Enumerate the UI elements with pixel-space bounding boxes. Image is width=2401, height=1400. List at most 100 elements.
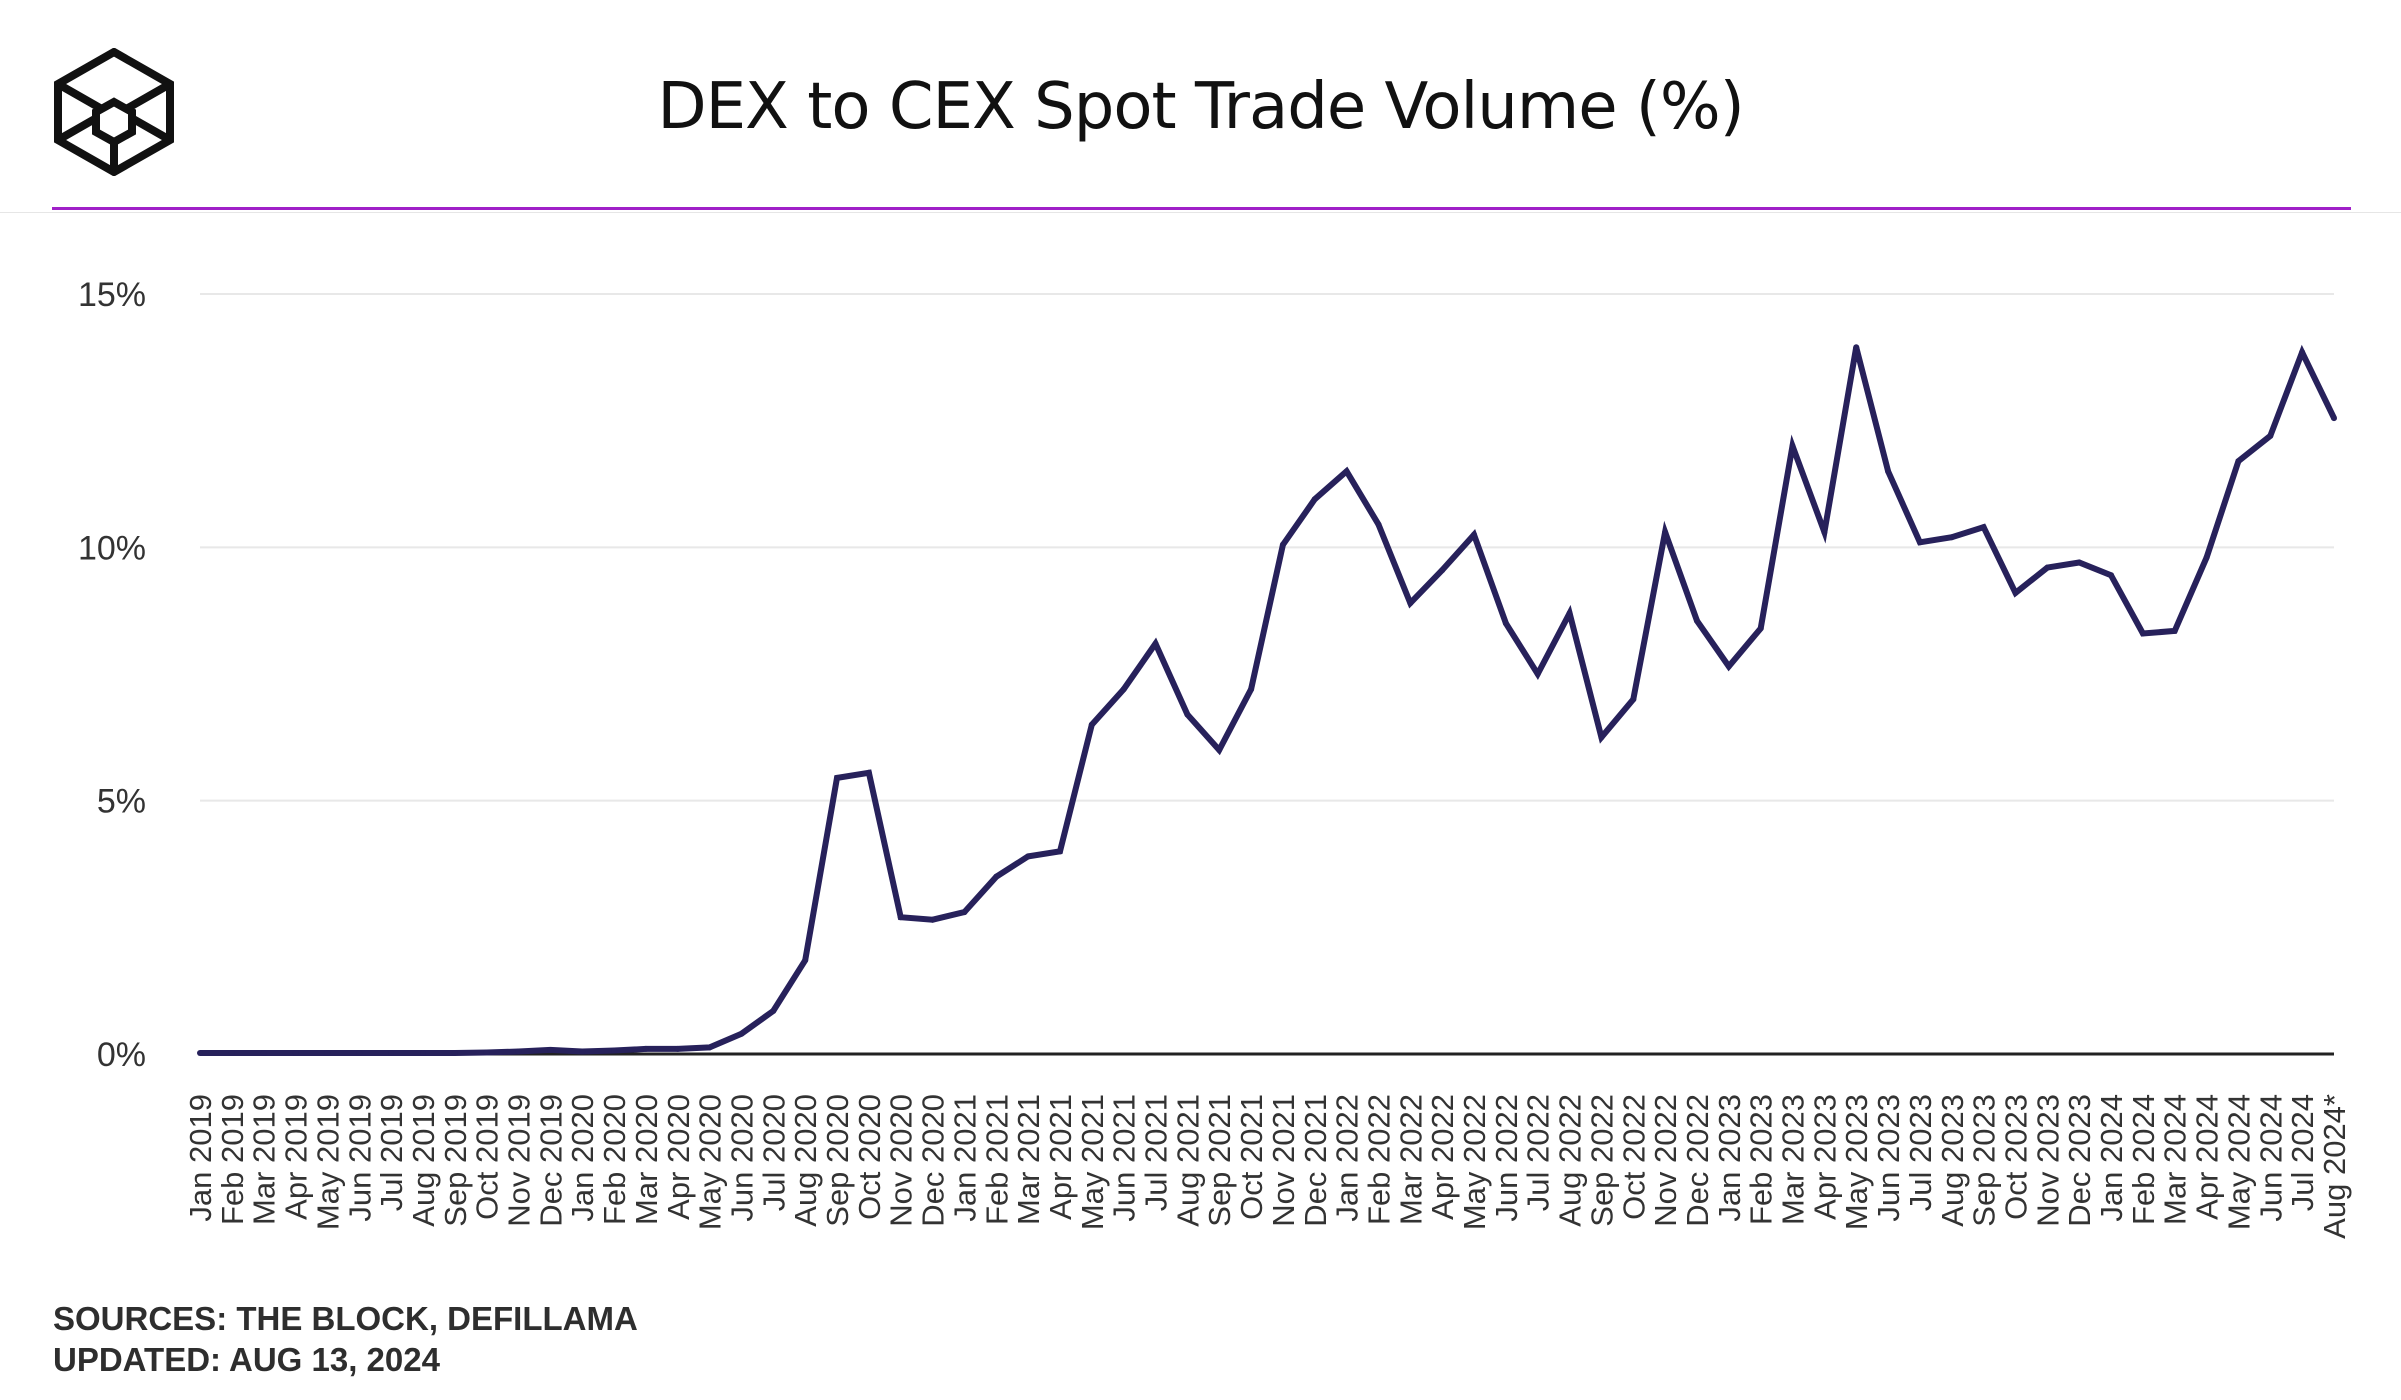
data-point bbox=[2299, 349, 2306, 356]
chart-footer: SOURCES: THE BLOCK, DEFILLAMA UPDATED: A… bbox=[53, 1298, 638, 1380]
data-point bbox=[356, 1049, 363, 1056]
data-point bbox=[515, 1048, 522, 1055]
data-point bbox=[1471, 531, 1478, 538]
x-tick-label: Oct 2019 bbox=[470, 1094, 505, 1220]
x-tick-label: Aug 2021 bbox=[1170, 1094, 1205, 1227]
data-point bbox=[674, 1045, 681, 1052]
x-tick-label: Jun 2021 bbox=[1107, 1094, 1142, 1222]
data-point bbox=[802, 957, 809, 964]
x-tick-label: Aug 2019 bbox=[406, 1094, 441, 1227]
data-point bbox=[1375, 521, 1382, 528]
x-tick-label: Jul 2022 bbox=[1521, 1094, 1556, 1211]
data-point bbox=[388, 1049, 395, 1056]
data-point bbox=[1279, 541, 1286, 548]
x-tick-label: Mar 2020 bbox=[629, 1094, 664, 1225]
data-point bbox=[1248, 686, 1255, 693]
data-point bbox=[260, 1049, 267, 1056]
data-point bbox=[1693, 617, 1700, 624]
data-point bbox=[1757, 625, 1764, 632]
x-tick-label: May 2019 bbox=[310, 1094, 345, 1230]
data-point bbox=[897, 914, 904, 921]
x-tick-label: Mar 2024 bbox=[2158, 1094, 2193, 1225]
data-point bbox=[197, 1049, 203, 1056]
x-tick-label: Mar 2022 bbox=[1393, 1094, 1428, 1225]
x-tick-label: Nov 2023 bbox=[2030, 1094, 2065, 1227]
data-point bbox=[1916, 539, 1923, 546]
x-tick-label: Apr 2022 bbox=[1425, 1094, 1460, 1220]
x-tick-label: Feb 2020 bbox=[597, 1094, 632, 1225]
data-point bbox=[1598, 734, 1605, 741]
x-tick-label: Sep 2020 bbox=[820, 1094, 855, 1227]
x-tick-label: Dec 2022 bbox=[1680, 1094, 1715, 1227]
data-point bbox=[770, 1007, 777, 1014]
x-tick-label: Jul 2021 bbox=[1139, 1094, 1174, 1211]
data-point bbox=[1407, 600, 1414, 607]
data-point bbox=[2267, 432, 2274, 439]
x-tick-label: Apr 2023 bbox=[1807, 1094, 1842, 1220]
x-tick-label: Aug 2024* bbox=[2317, 1094, 2352, 1239]
x-tick-label: Jul 2024 bbox=[2285, 1094, 2320, 1211]
data-point bbox=[2012, 589, 2019, 596]
data-point bbox=[1630, 696, 1637, 703]
x-tick-label: Apr 2019 bbox=[279, 1094, 314, 1220]
x-tick-label: Mar 2021 bbox=[1011, 1094, 1046, 1225]
data-point bbox=[324, 1049, 331, 1056]
data-point bbox=[929, 916, 936, 923]
gridlines bbox=[200, 293, 2334, 802]
x-tick-label: Mar 2023 bbox=[1776, 1094, 1811, 1225]
data-point bbox=[1343, 468, 1350, 475]
chart-title: DEX to CEX Spot Trade Volume (%) bbox=[657, 70, 1744, 144]
updated-text: UPDATED: AUG 13, 2024 bbox=[53, 1341, 440, 1378]
x-tick-label: Jun 2020 bbox=[725, 1094, 760, 1222]
x-tick-label: Sep 2019 bbox=[438, 1094, 473, 1227]
sources-text: SOURCES: THE BLOCK, DEFILLAMA bbox=[53, 1300, 638, 1337]
x-tick-label: Feb 2019 bbox=[215, 1094, 250, 1225]
x-tick-label: Sep 2022 bbox=[1584, 1094, 1619, 1227]
data-point bbox=[1853, 344, 1860, 351]
x-tick-label: Jan 2023 bbox=[1712, 1094, 1747, 1222]
x-tick-label: Nov 2021 bbox=[1266, 1094, 1301, 1227]
x-tick-label: Feb 2023 bbox=[1744, 1094, 1779, 1225]
data-point bbox=[1025, 853, 1032, 860]
x-tick-label: Oct 2023 bbox=[1999, 1094, 2034, 1220]
the-block-cube-logo-icon bbox=[54, 48, 174, 176]
data-point bbox=[642, 1045, 649, 1052]
data-point bbox=[579, 1048, 586, 1055]
y-tick-label: 15% bbox=[78, 276, 146, 314]
data-point bbox=[451, 1049, 458, 1056]
x-tick-label: Nov 2022 bbox=[1648, 1094, 1683, 1227]
data-point bbox=[1980, 524, 1987, 531]
x-tick-label: Apr 2024 bbox=[2190, 1094, 2225, 1220]
x-tick-label: Jul 2023 bbox=[1903, 1094, 1938, 1211]
x-tick-label: Nov 2019 bbox=[502, 1094, 537, 1227]
data-point bbox=[1821, 529, 1828, 536]
x-tick-label: Dec 2023 bbox=[2062, 1094, 2097, 1227]
data-point bbox=[834, 774, 841, 781]
data-point bbox=[2171, 627, 2178, 634]
data-point bbox=[611, 1047, 618, 1054]
x-tick-label: May 2023 bbox=[1839, 1094, 1874, 1230]
y-tick-label: 10% bbox=[78, 529, 146, 567]
data-point bbox=[1948, 534, 1955, 541]
x-tick-label: Mar 2019 bbox=[247, 1094, 282, 1225]
x-tick-label: Jul 2020 bbox=[756, 1094, 791, 1211]
x-tick-label: Feb 2024 bbox=[2126, 1094, 2161, 1225]
header-accent-rule bbox=[52, 207, 2351, 210]
data-point bbox=[1120, 686, 1127, 693]
data-point bbox=[2076, 559, 2083, 566]
x-tick-label: Nov 2020 bbox=[884, 1094, 919, 1227]
data-point bbox=[865, 769, 872, 776]
y-axis-tick-labels: 0% 5% 10% 15% bbox=[78, 276, 146, 1074]
x-tick-label: Apr 2021 bbox=[1043, 1094, 1078, 1220]
data-point bbox=[1566, 610, 1573, 617]
data-point bbox=[1056, 848, 1063, 855]
data-point bbox=[1502, 620, 1509, 627]
x-tick-label: Sep 2023 bbox=[1967, 1094, 2002, 1227]
data-point bbox=[292, 1049, 299, 1056]
series-line-dex-to-cex bbox=[200, 344, 2337, 1056]
x-tick-label: Oct 2020 bbox=[852, 1094, 887, 1220]
data-point bbox=[1216, 747, 1223, 753]
data-point bbox=[738, 1030, 745, 1037]
